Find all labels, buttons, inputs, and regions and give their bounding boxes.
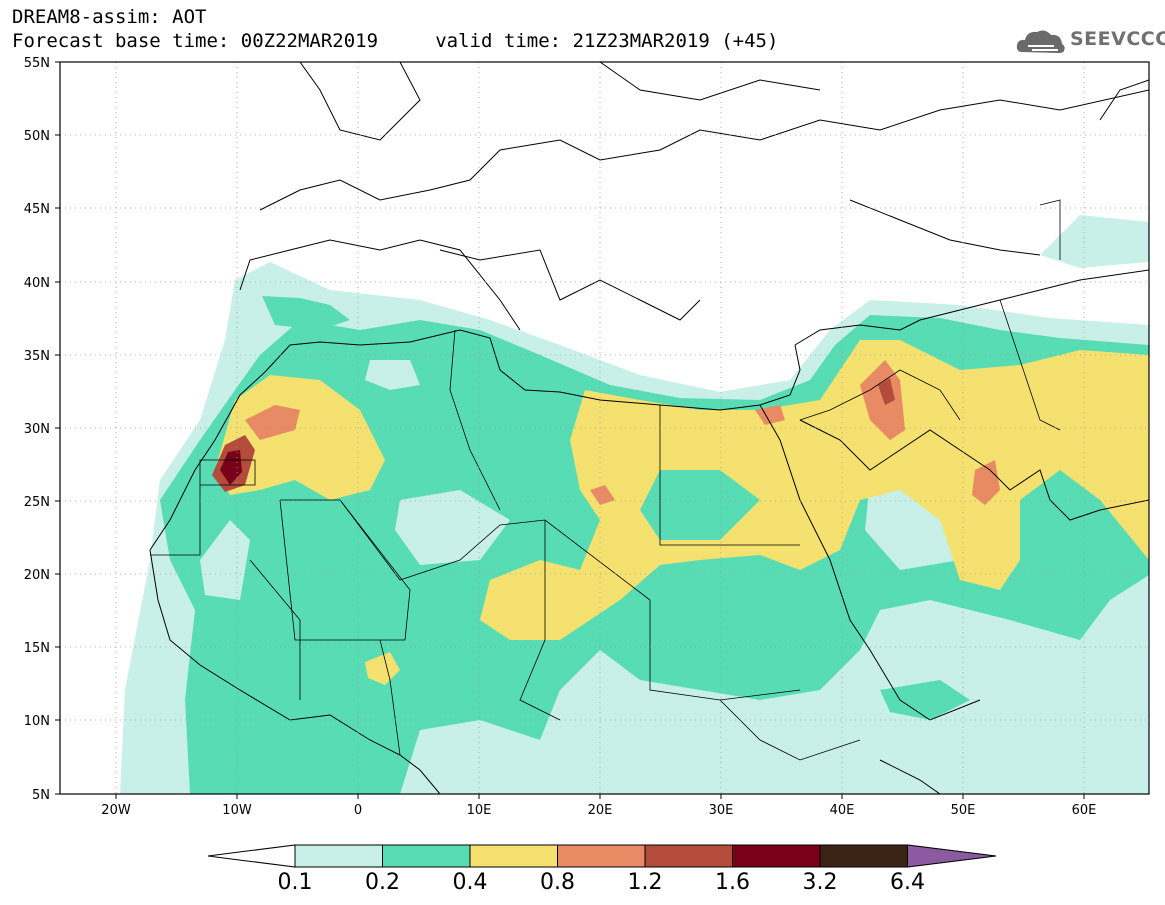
colorbar-low-arrow [207,844,296,868]
colorbar-high-arrow [907,844,997,868]
colorbar-label: 1.2 [627,870,663,895]
aot-contour-0.8 [860,360,905,440]
lat-label: 50N [24,129,50,144]
colorbar-swatch [469,844,558,868]
forecast-time-info: Forecast base time: 00Z22MAR2019 valid t… [12,30,779,52]
colorbar-swatch [819,844,908,868]
cloud-logo-icon [1016,30,1065,53]
aot-contour-0.2 [880,680,970,720]
lat-label: 25N [24,495,50,510]
aot-contour-0.1 [1040,215,1149,268]
colorbar-label: 6.4 [890,870,925,895]
coastlines [149,62,1149,794]
lon-label: 20E [588,803,613,818]
aot-field [120,215,1149,794]
colorbar-label: 0.2 [365,870,400,895]
country-borders [150,199,1061,761]
colorbar-label: 0.1 [277,870,313,895]
lat-label: 35N [24,349,50,364]
lon-label: 50E [951,803,976,818]
lon-label: 40E [830,803,855,818]
aot-contour-0.4 [480,340,1149,640]
lon-label: 10W [222,803,252,818]
lat-label: 5N [32,788,50,803]
lat-label: 55N [24,56,50,71]
colorbar-label: 0.8 [540,870,575,895]
logo-text: SEEVCCC [1070,28,1165,50]
lat-label: 10N [24,714,50,729]
lon-label: 20W [101,803,131,818]
latitude-labels: 55N 50N 45N 40N 35N 30N 25N 20N 15N 10N … [24,56,50,803]
colorbar-label: 3.2 [802,870,838,895]
lon-label: 30E [709,803,734,818]
aot-contour-0.4 [215,375,385,500]
aot-contour-1.6 [220,450,242,485]
colorbar-swatch [644,844,733,868]
aot-contour-0.8 [590,485,615,505]
colorbar-label: 1.6 [715,870,750,895]
aot-contour-0.4 [365,652,400,685]
colorbar-swatch [382,844,471,868]
graticule [60,62,1149,794]
colorbar [207,844,997,868]
lat-label: 40N [24,276,50,291]
lat-label: 15N [24,641,50,656]
lon-label: 10E [467,803,492,818]
colorbar-label: 0.4 [452,870,488,895]
colorbar-swatch [294,844,383,868]
aot-contour-0.8 [245,405,300,440]
longitude-labels: 20W 10W 0 10E 20E 30E 40E 50E 60E [101,803,1096,818]
colorbar-swatch [732,844,821,868]
lon-label: 60E [1072,803,1097,818]
lat-label: 20N [24,568,50,583]
lat-label: 30N [24,422,50,437]
aot-contour-0.8 [972,460,1000,505]
colorbar-swatch [557,844,646,868]
aot-contour-0.2 [262,296,350,330]
chart-title: DREAM8-assim: AOT [12,6,207,28]
lat-label: 45N [24,202,50,217]
lon-label: 0 [354,803,362,818]
aot-contour-1.2 [878,378,895,405]
